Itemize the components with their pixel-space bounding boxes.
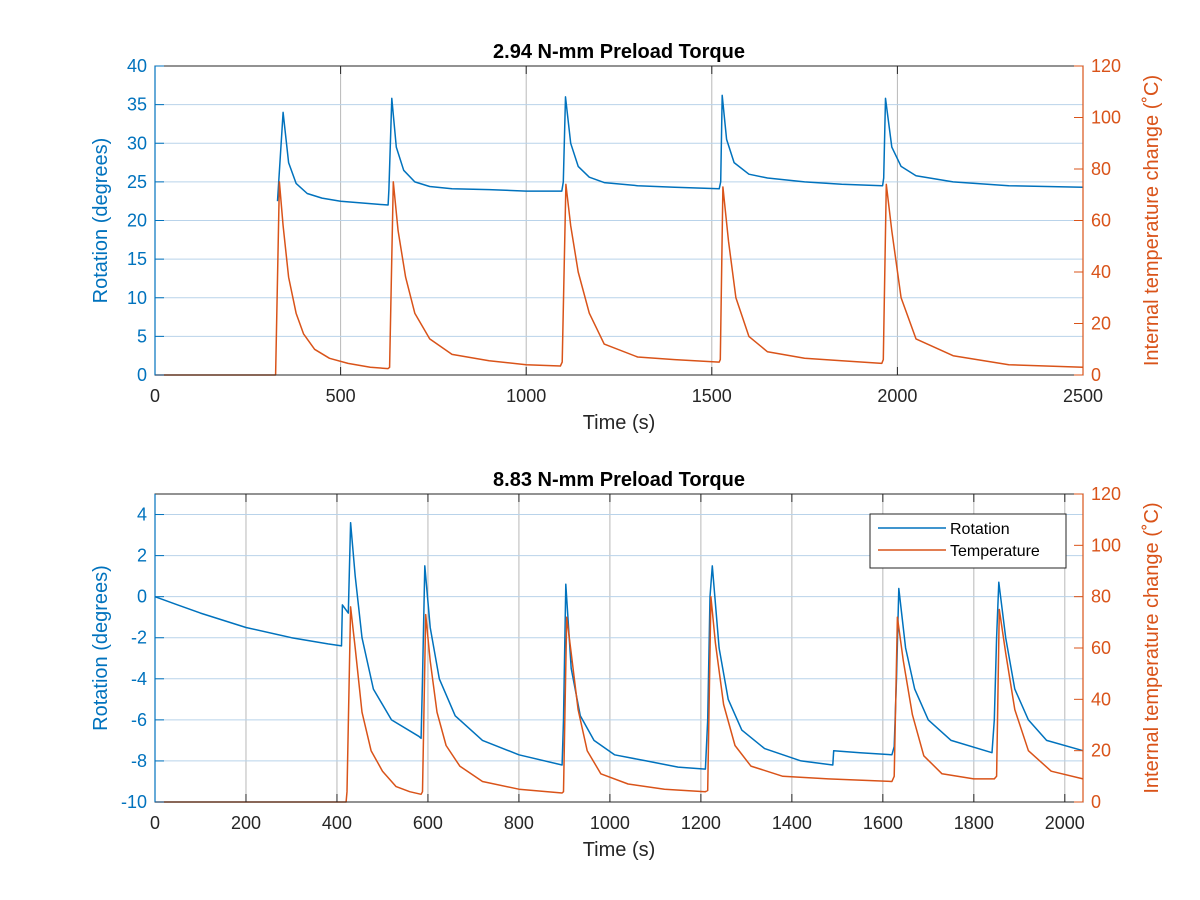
top-ytick-label-right: 40 (1091, 262, 1111, 282)
top-ytick-label-right: 120 (1091, 56, 1121, 76)
top-title: 2.94 N-mm Preload Torque (493, 41, 745, 63)
top-xtick-label: 2500 (1063, 386, 1103, 406)
chart-top: 0 500 1000 1500 2000 250005101520253035400204… (90, 41, 1163, 434)
bottom-ytick-label-left: 0 (137, 587, 147, 607)
top-ytick-label-left: 25 (127, 172, 147, 192)
bottom-ytick-label-right: 80 (1091, 587, 1111, 607)
legend: Rotation Temperature (869, 513, 1067, 569)
top-ytick-label-left: 10 (127, 288, 147, 308)
bottom-ytick-label-right: 20 (1091, 741, 1111, 761)
bottom-xtick-label: 1400 (772, 813, 812, 833)
top-xtick-label: 500 (326, 386, 356, 406)
bottom-ytick-label-right: 100 (1091, 535, 1121, 555)
top-ytick-label-left: 20 (127, 211, 147, 231)
bottom-xtick-label: 1600 (863, 813, 903, 833)
bottom-ytick-label-right: 60 (1091, 638, 1111, 658)
bottom-xtick-label: 400 (322, 813, 352, 833)
top-xtick-label: 1000 (506, 386, 546, 406)
bottom-series (154, 521, 1084, 803)
bottom-xtick-label: 1800 (954, 813, 994, 833)
top-series (155, 94, 1084, 376)
bottom-xtick-label: 1000 (590, 813, 630, 833)
bottom-ytick-label-left: 2 (137, 546, 147, 566)
top-xtick-label: 1500 (692, 386, 732, 406)
top-ytick-label-left: 5 (137, 326, 147, 346)
legend-box (869, 513, 1067, 569)
bottom-ytick-label-left: 4 (137, 505, 147, 525)
bottom-ytick-label-left: -2 (131, 628, 147, 648)
top-ytick-label-left: 30 (127, 133, 147, 153)
bottom-ylabel-left: Rotation (degrees) (90, 565, 112, 731)
top-xlabel: Time (s) (583, 412, 656, 434)
bottom-series-rotation-line (154, 521, 1084, 770)
top-ytick-label-left: 15 (127, 249, 147, 269)
bottom-title: 8.83 N-mm Preload Torque (493, 469, 745, 491)
top-ytick-label-right: 20 (1091, 314, 1111, 334)
bottom-ytick-label-left: -10 (121, 792, 147, 812)
top-grid (155, 66, 1083, 375)
top-xtick-label: 0 (150, 386, 160, 406)
bottom-ytick-label-left: -8 (131, 751, 147, 771)
bottom-ytick-label-left: -4 (131, 669, 147, 689)
top-ylabel-left: Rotation (degrees) (90, 138, 112, 304)
bottom-ticks: 0 200 400 600 800 1000 1200 1400 1600 1800 2000-10… (121, 484, 1121, 833)
top-ticks: 0 500 1000 1500 2000 250005101520253035400204… (127, 56, 1121, 406)
top-ytick-label-right: 60 (1091, 211, 1111, 231)
bottom-xtick-label: 0 (150, 813, 160, 833)
chart-bottom: 0 200 400 600 800 1000 1200 1400 1600 1800 2000-10… (90, 469, 1163, 861)
legend-label-temperature: Temperature (950, 543, 1040, 560)
bottom-xtick-label: 2000 (1045, 813, 1085, 833)
top-ytick-label-right: 80 (1091, 159, 1111, 179)
top-ytick-label-left: 0 (137, 365, 147, 385)
top-ytick-label-right: 100 (1091, 108, 1121, 128)
legend-label-rotation: Rotation (950, 521, 1010, 538)
bottom-ytick-label-right: 40 (1091, 689, 1111, 709)
bottom-ytick-label-left: -6 (131, 710, 147, 730)
top-series-temperature-line (155, 181, 1084, 376)
top-ytick-label-left: 35 (127, 95, 147, 115)
bottom-xtick-label: 600 (413, 813, 443, 833)
bottom-series-temperature-line (155, 595, 1084, 803)
bottom-ytick-label-right: 120 (1091, 484, 1121, 504)
top-ytick-label-right: 0 (1091, 365, 1101, 385)
bottom-xtick-label: 800 (504, 813, 534, 833)
bottom-ytick-label-right: 0 (1091, 792, 1101, 812)
top-ytick-label-left: 40 (127, 56, 147, 76)
top-series-rotation-line (276, 94, 1084, 206)
bottom-xtick-label: 200 (231, 813, 261, 833)
top-ylabel-right: Internal temperature change (˚C) (1141, 75, 1163, 366)
bottom-xtick-label: 1200 (681, 813, 721, 833)
top-xtick-label: 2000 (877, 386, 917, 406)
bottom-xlabel: Time (s) (583, 839, 656, 861)
bottom-ylabel-right: Internal temperature change (˚C) (1141, 502, 1163, 793)
